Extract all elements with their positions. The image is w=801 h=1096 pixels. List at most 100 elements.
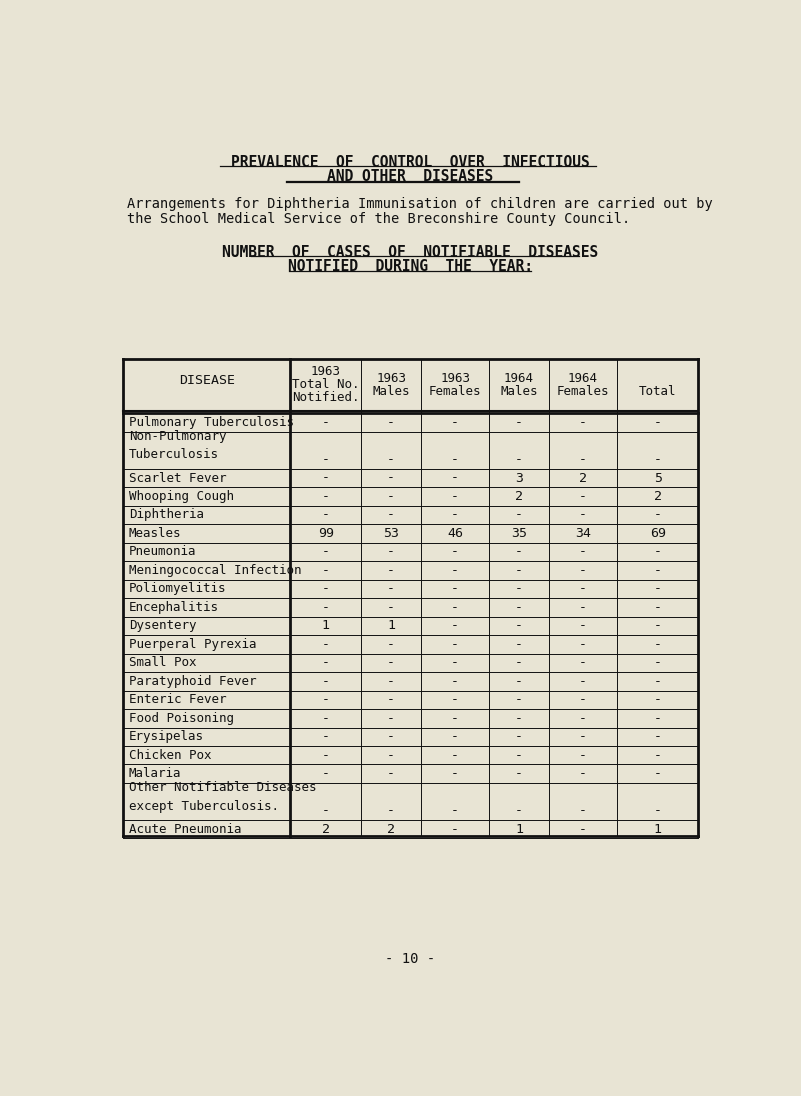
Text: -: - [579,749,587,762]
Text: -: - [387,564,395,576]
Text: -: - [515,619,523,632]
Text: the School Medical Service of the Breconshire County Council.: the School Medical Service of the Brecon… [127,213,630,227]
Text: -: - [654,638,662,651]
Text: Erysipelas: Erysipelas [129,730,203,743]
Text: 69: 69 [650,527,666,540]
Text: -: - [579,416,587,429]
Text: -: - [387,711,395,724]
Text: Poliomyelitis: Poliomyelitis [129,582,227,595]
Text: Arrangements for Diphtheria Immunisation of children are carried out by: Arrangements for Diphtheria Immunisation… [127,197,713,210]
Text: NOTIFIED  DURING  THE  YEAR:: NOTIFIED DURING THE YEAR: [288,260,533,274]
Text: Non-Pulmonary: Non-Pulmonary [129,430,227,443]
Text: Malaria: Malaria [129,767,181,780]
Text: -: - [654,711,662,724]
Text: -: - [515,416,523,429]
Text: - 10 -: - 10 - [385,951,435,966]
Text: 2: 2 [579,471,587,484]
Text: -: - [451,453,459,466]
Text: -: - [515,564,523,576]
Text: -: - [322,416,330,429]
Text: 46: 46 [447,527,463,540]
Text: Meningococcal Infection: Meningococcal Infection [129,564,301,576]
Text: -: - [322,675,330,688]
Text: -: - [515,694,523,706]
Text: -: - [515,582,523,595]
Text: -: - [451,601,459,614]
Text: -: - [579,619,587,632]
Text: -: - [451,730,459,743]
Text: -: - [579,694,587,706]
Text: -: - [322,730,330,743]
Text: 99: 99 [318,527,334,540]
Text: Enteric Fever: Enteric Fever [129,694,227,706]
Text: Females: Females [429,385,481,398]
Text: -: - [387,694,395,706]
Text: Pneumonia: Pneumonia [129,546,196,559]
Text: -: - [387,638,395,651]
Text: -: - [515,509,523,522]
Text: -: - [387,730,395,743]
Text: 1: 1 [515,823,523,835]
Text: -: - [451,675,459,688]
Text: Measles: Measles [129,527,181,540]
Text: -: - [451,471,459,484]
Text: -: - [387,675,395,688]
Text: -: - [322,749,330,762]
Text: 1: 1 [322,619,330,632]
Text: -: - [322,564,330,576]
Text: -: - [322,453,330,466]
Text: -: - [515,767,523,780]
Text: -: - [579,730,587,743]
Text: -: - [579,638,587,651]
Text: -: - [515,711,523,724]
Text: -: - [387,509,395,522]
Text: -: - [322,490,330,503]
Text: -: - [322,471,330,484]
Text: -: - [579,601,587,614]
Text: -: - [451,638,459,651]
Text: Small Pox: Small Pox [129,657,196,670]
Text: -: - [579,490,587,503]
Text: -: - [515,804,523,818]
Text: -: - [451,564,459,576]
Text: -: - [654,804,662,818]
Text: 35: 35 [511,527,527,540]
Text: Paratyphoid Fever: Paratyphoid Fever [129,675,256,688]
Text: 2: 2 [322,823,330,835]
Text: -: - [387,471,395,484]
Text: Encephalitis: Encephalitis [129,601,219,614]
Text: -: - [322,767,330,780]
Text: -: - [579,804,587,818]
Text: -: - [654,564,662,576]
Text: -: - [322,711,330,724]
Text: -: - [654,416,662,429]
Text: -: - [515,657,523,670]
Text: 1963: 1963 [376,372,406,385]
Text: Puerperal Pyrexia: Puerperal Pyrexia [129,638,256,651]
Text: Pulmonary Tuberculosis: Pulmonary Tuberculosis [129,416,294,429]
Text: -: - [654,601,662,614]
Text: -: - [387,804,395,818]
Text: Males: Males [501,385,537,398]
Text: -: - [579,546,587,559]
Text: Females: Females [557,385,610,398]
Text: -: - [322,694,330,706]
Text: 1963: 1963 [440,372,470,385]
Text: -: - [654,453,662,466]
Text: -: - [322,601,330,614]
Text: 2: 2 [515,490,523,503]
Text: Chicken Pox: Chicken Pox [129,749,211,762]
Text: Total No.: Total No. [292,378,360,391]
Text: -: - [451,767,459,780]
Text: -: - [654,767,662,780]
Text: 34: 34 [575,527,591,540]
Text: Acute Pneumonia: Acute Pneumonia [129,823,241,835]
Text: -: - [654,546,662,559]
Text: -: - [322,509,330,522]
Text: -: - [387,582,395,595]
Text: -: - [579,767,587,780]
Text: Whooping Cough: Whooping Cough [129,490,234,503]
Text: -: - [451,694,459,706]
Text: -: - [654,694,662,706]
Text: DISEASE: DISEASE [179,374,235,387]
